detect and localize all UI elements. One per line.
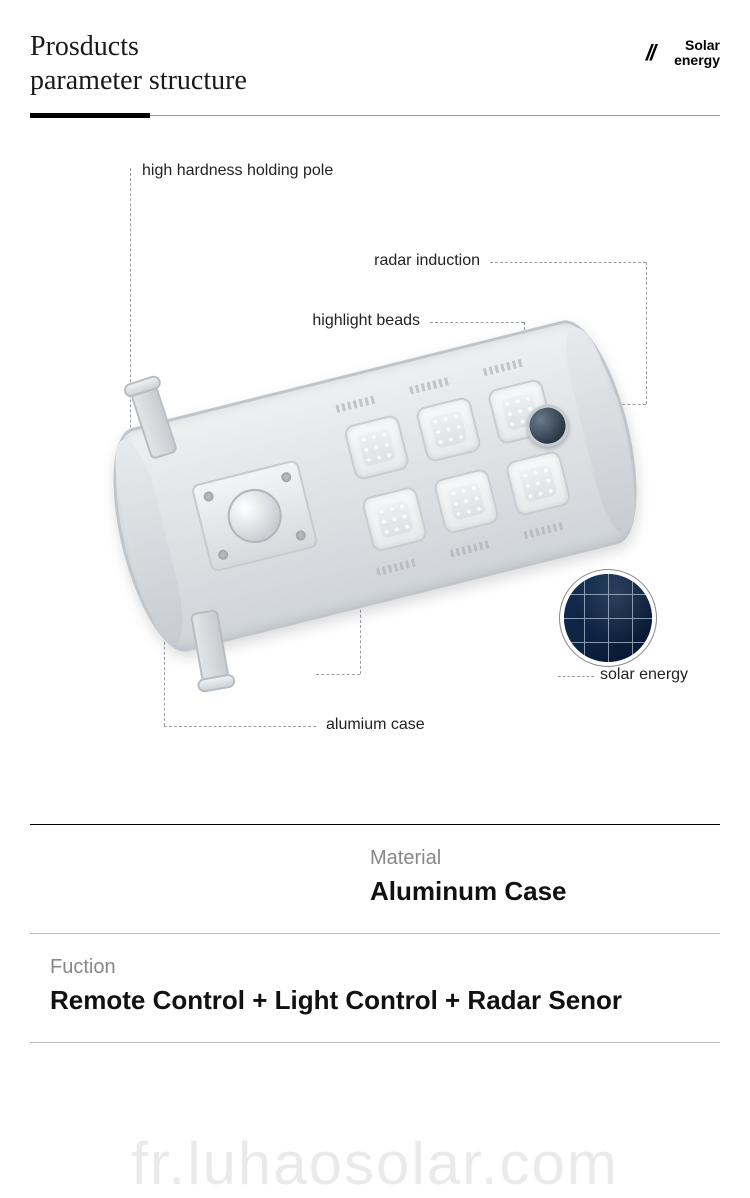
mount-pivot [222,483,287,548]
watermark-text: fr.luhaosolar.com [0,1129,750,1198]
bolt-icon [203,491,215,503]
mount-arm-bottom [190,609,230,683]
callout-radar: radar induction [374,252,480,270]
solar-panel-badge [560,570,656,666]
header-right: // Solar energy [646,38,720,69]
title-line-2: parameter structure [30,64,247,98]
header: Prosducts parameter structure // Solar e… [0,0,750,97]
brand-line-2: energy [674,53,720,68]
leader-case-h2 [316,674,360,675]
mount-arm-top [130,385,178,460]
material-value: Aluminum Case [370,876,720,907]
leader-radar-h [490,262,646,263]
callout-case: alumium case [326,716,425,734]
slashes-icon: // [646,40,654,66]
mount-bracket [190,459,319,573]
bolt-icon [295,530,307,542]
bolt-icon [280,471,292,483]
led-module [415,396,483,464]
led-module [343,414,411,482]
material-block: Material Aluminum Case [0,825,750,907]
brand-label: Solar energy [674,38,720,69]
leader-solar-h [558,676,594,677]
led-module [504,450,572,518]
function-block: Fuction Remote Control + Light Control +… [0,934,750,1016]
vent-icon [409,377,452,395]
material-label: Material [370,847,720,870]
callout-solar: solar energy [600,666,688,684]
vent-icon [335,395,378,413]
callout-pole: high hardness holding pole [142,162,333,180]
leader-case-h [164,726,316,727]
function-label: Fuction [50,956,720,979]
product-diagram: high hardness holding pole radar inducti… [30,156,720,816]
led-module [432,468,500,536]
divider [30,1042,720,1043]
vent-icon [376,558,419,576]
function-value: Remote Control + Light Control + Radar S… [50,985,720,1016]
vent-icon [450,540,493,558]
leader-beads-h [430,322,524,323]
arm-cap-top [122,374,162,399]
brand-line-1: Solar [674,38,720,53]
title-block: Prosducts parameter structure [30,30,247,97]
solar-panel-grid-icon [564,574,652,662]
title-line-1: Prosducts [30,30,247,64]
led-module [361,485,429,553]
bolt-icon [217,549,229,561]
header-underline [30,115,720,116]
leader-radar-v [646,262,647,404]
vent-icon [523,521,566,539]
callout-beads: highlight beads [312,312,420,330]
vent-icon [483,358,526,376]
arm-cap-bottom [196,673,236,693]
